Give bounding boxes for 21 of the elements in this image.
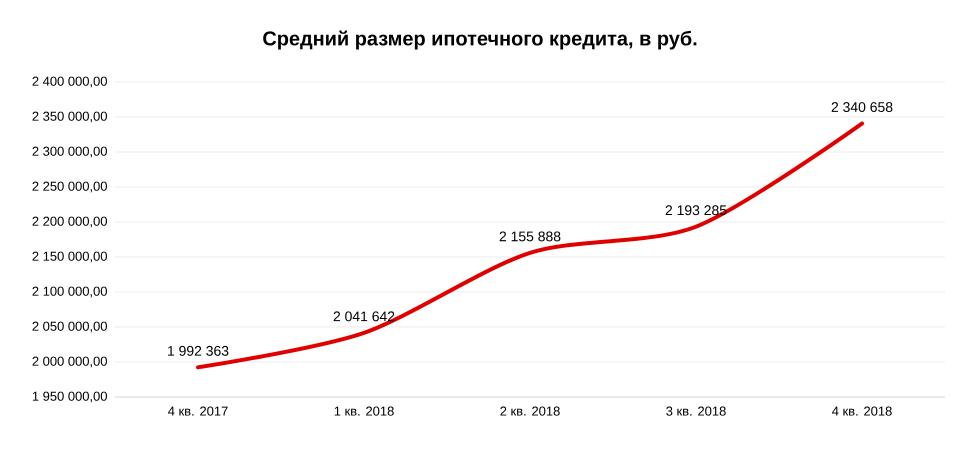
x-tick-label: 3 кв. 2018 <box>666 406 726 416</box>
data-label: 2 340 658 <box>832 102 892 112</box>
x-tick-label: 1 кв. 2018 <box>334 406 394 416</box>
x-tick-label: 4 кв. 2018 <box>832 406 892 416</box>
y-tick-label: 2 200 000,00 <box>32 216 107 228</box>
y-tick-label: 2 050 000,00 <box>32 322 107 332</box>
x-tick-label: 2 кв. 2018 <box>500 406 560 416</box>
y-tick-label: 2 300 000,00 <box>32 146 107 158</box>
data-label: 1 992 363 <box>168 346 228 356</box>
y-tick-label: 2 150 000,00 <box>32 252 107 262</box>
y-tick-label: 2 100 000,00 <box>32 286 107 298</box>
y-tick-label: 2 000 000,00 <box>32 356 107 368</box>
y-tick-label: 2 250 000,00 <box>32 182 107 192</box>
y-tick-label: 2 400 000,00 <box>32 76 107 88</box>
y-tick-label: 2 350 000,00 <box>32 112 107 122</box>
x-tick-label: 4 кв. 2017 <box>168 406 228 416</box>
data-label: 2 041 642 <box>334 311 394 322</box>
y-tick-label: 1 950 000,00 <box>32 392 107 402</box>
data-label: 2 193 285 <box>666 205 726 216</box>
chart-title: Средний размер ипотечного кредита, в руб. <box>263 30 696 50</box>
data-label: 2 155 888 <box>500 231 560 242</box>
